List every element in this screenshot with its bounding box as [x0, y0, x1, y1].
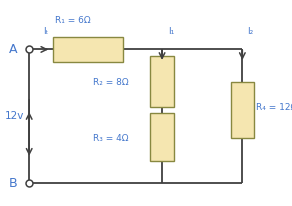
- Text: R₄ = 12Ω: R₄ = 12Ω: [256, 103, 292, 112]
- Bar: [53, 37, 123, 62]
- Text: R₁ = 6Ω: R₁ = 6Ω: [55, 16, 91, 25]
- Bar: [150, 113, 174, 161]
- Bar: [231, 82, 254, 138]
- Text: B: B: [9, 177, 18, 190]
- Text: R₂ = 8Ω: R₂ = 8Ω: [93, 78, 129, 87]
- Text: 12v: 12v: [4, 111, 24, 121]
- Text: A: A: [9, 43, 18, 56]
- Text: R₃ = 4Ω: R₃ = 4Ω: [93, 133, 129, 143]
- Text: I₁: I₁: [168, 27, 174, 36]
- Bar: [150, 56, 174, 107]
- Text: Iₜ: Iₜ: [43, 27, 48, 36]
- Text: I₂: I₂: [248, 27, 254, 36]
